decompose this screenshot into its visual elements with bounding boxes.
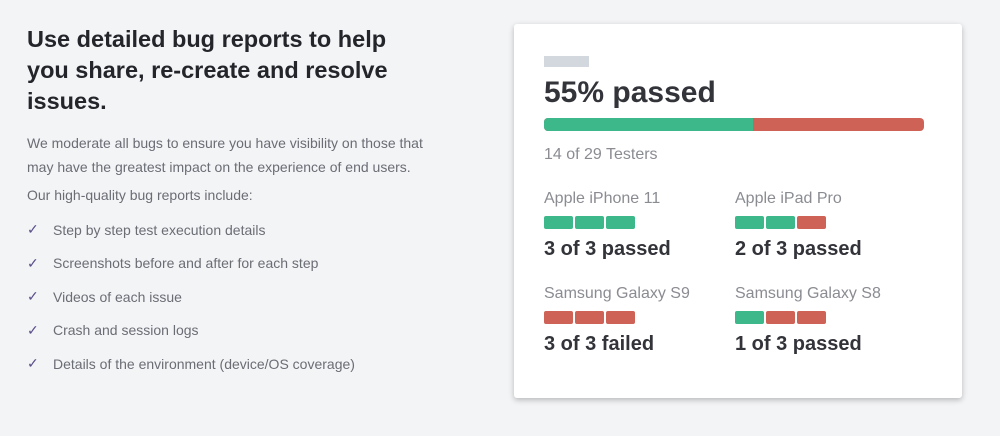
- segment-fail: [797, 311, 826, 324]
- check-icon: ✓: [27, 221, 39, 238]
- segment-pass: [544, 216, 573, 229]
- device-segments: [735, 216, 925, 229]
- segment-pass: [735, 216, 764, 229]
- pass-fill: [544, 118, 753, 131]
- device-result-text: 3 of 3 passed: [544, 238, 671, 260]
- check-icon: ✓: [27, 355, 39, 372]
- pass-percentage: 55% passed: [544, 76, 716, 109]
- segment-fail: [544, 311, 573, 324]
- feature-description: Use detailed bug reports to help you sha…: [27, 24, 427, 381]
- segment-fail: [606, 311, 635, 324]
- section-title: Use detailed bug reports to help you sha…: [27, 26, 388, 114]
- check-icon: ✓: [27, 288, 39, 305]
- check-icon: ✓: [27, 254, 39, 271]
- device-result: Samsung Galaxy S8 1 of 3 passed: [735, 285, 925, 356]
- segment-pass: [766, 216, 795, 229]
- device-segments: [735, 311, 925, 324]
- device-segments: [544, 216, 734, 229]
- segment-pass: [606, 216, 635, 229]
- test-results-card: 55% passed 14 of 29 Testers Apple iPhone…: [514, 24, 962, 398]
- segment-fail: [575, 311, 604, 324]
- device-result-text: 2 of 3 passed: [735, 238, 862, 260]
- feature-list: ✓ Step by step test execution details ✓ Sc…: [27, 213, 427, 381]
- subheading: Our high-quality bug reports include:: [27, 187, 253, 203]
- device-name: Samsung Galaxy S9: [544, 285, 690, 302]
- list-item: ✓ Videos of each issue: [27, 288, 182, 305]
- device-result: Apple iPad Pro 2 of 3 passed: [735, 190, 925, 261]
- segment-fail: [766, 311, 795, 324]
- check-icon: ✓: [27, 321, 39, 338]
- list-item: ✓ Screenshots before and after for each s…: [27, 254, 319, 272]
- device-name: Samsung Galaxy S8: [735, 285, 881, 302]
- pass-progress-bar: [544, 118, 924, 131]
- device-result: Apple iPhone 11 3 of 3 passed: [544, 190, 734, 261]
- device-result: Samsung Galaxy S9 3 of 3 failed: [544, 285, 734, 356]
- device-name: Apple iPhone 11: [544, 190, 661, 207]
- intro-text: We moderate all bugs to ensure you have …: [27, 135, 423, 175]
- list-item: ✓ Crash and session logs: [27, 321, 199, 339]
- list-item: ✓ Details of the environment (device/OS c…: [27, 355, 355, 372]
- device-segments: [544, 311, 734, 324]
- list-item: ✓ Step by step test execution details: [27, 221, 266, 238]
- device-name: Apple iPad Pro: [735, 190, 842, 207]
- segment-pass: [735, 311, 764, 324]
- device-result-text: 3 of 3 failed: [544, 333, 655, 355]
- device-result-text: 1 of 3 passed: [735, 333, 862, 355]
- segment-pass: [575, 216, 604, 229]
- placeholder-label: [544, 56, 589, 67]
- testers-count: 14 of 29 Testers: [544, 146, 658, 163]
- segment-fail: [797, 216, 826, 229]
